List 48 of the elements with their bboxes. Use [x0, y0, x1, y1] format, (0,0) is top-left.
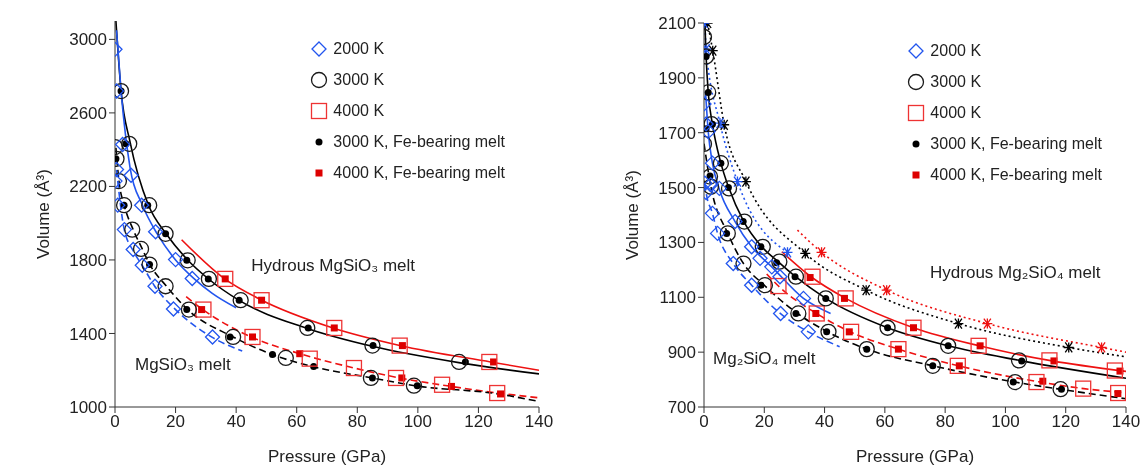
legend-label: 3000 K, Fe-bearing melt: [333, 132, 505, 151]
legend-label: 3000 K: [930, 72, 982, 91]
y-tick-label: 2100: [658, 14, 696, 34]
x-tick-label: 140: [1111, 412, 1141, 432]
y-tick-label: 1400: [69, 324, 107, 344]
y-tick-label: 3000: [69, 30, 107, 50]
legend-label: 3000 K: [333, 70, 385, 89]
x-tick-label: 20: [754, 412, 774, 432]
y-tick-label: 1700: [658, 123, 696, 143]
annotation: Hydrous MgSiO₃ melt: [251, 255, 416, 275]
legend-label: 4000 K: [930, 103, 982, 122]
x-tick-label: 120: [464, 412, 493, 432]
x-tick-label: 0: [699, 412, 709, 432]
x-tick-label: 60: [287, 412, 307, 432]
legend-label: 4000 K: [333, 101, 385, 120]
x-tick-label: 80: [347, 412, 367, 432]
x-axis-title: Pressure (GPa): [855, 447, 975, 466]
y-tick-label: 900: [667, 343, 696, 363]
x-tick-label: 100: [991, 412, 1020, 432]
y-tick-label: 1000: [69, 398, 107, 418]
x-tick-label: 20: [166, 412, 186, 432]
legend-label: 4000 K, Fe-bearing melt: [930, 165, 1102, 184]
y-tick-label: 1300: [658, 233, 696, 253]
y-tick-label: 1900: [658, 68, 696, 88]
y-tick-label: 2200: [69, 177, 107, 197]
legend-label: 2000 K: [930, 41, 982, 60]
x-tick-label: 140: [524, 412, 554, 432]
annotation: MgSiO₃ melt: [134, 354, 231, 374]
legend-label: 4000 K, Fe-bearing melt: [333, 163, 505, 182]
x-tick-label: 120: [1051, 412, 1080, 432]
x-tick-label: 80: [935, 412, 955, 432]
x-tick-label: 100: [403, 412, 433, 432]
y-tick-label: 2600: [69, 103, 107, 123]
x-tick-label: 40: [226, 412, 246, 432]
x-tick-label: 60: [875, 412, 895, 432]
x-tick-label: 40: [815, 412, 835, 432]
x-axis-title: Pressure (GPa): [267, 447, 387, 466]
y-tick-label: 1100: [659, 288, 696, 308]
legend-label: 2000 K: [333, 39, 385, 58]
y-tick-label: 700: [667, 398, 696, 418]
y-tick-label: 1500: [658, 178, 696, 198]
y-axis-title: Volume (Å³): [34, 169, 54, 259]
annotation: Hydrous Mg₂SiO₄ melt: [930, 263, 1101, 283]
x-tick-label: 0: [110, 412, 120, 432]
legend-label: 3000 K, Fe-bearing melt: [930, 134, 1102, 153]
annotation: Mg₂SiO₄ melt: [713, 348, 816, 368]
y-axis-title: Volume (Å³): [623, 170, 643, 260]
y-tick-label: 1800: [69, 250, 107, 270]
